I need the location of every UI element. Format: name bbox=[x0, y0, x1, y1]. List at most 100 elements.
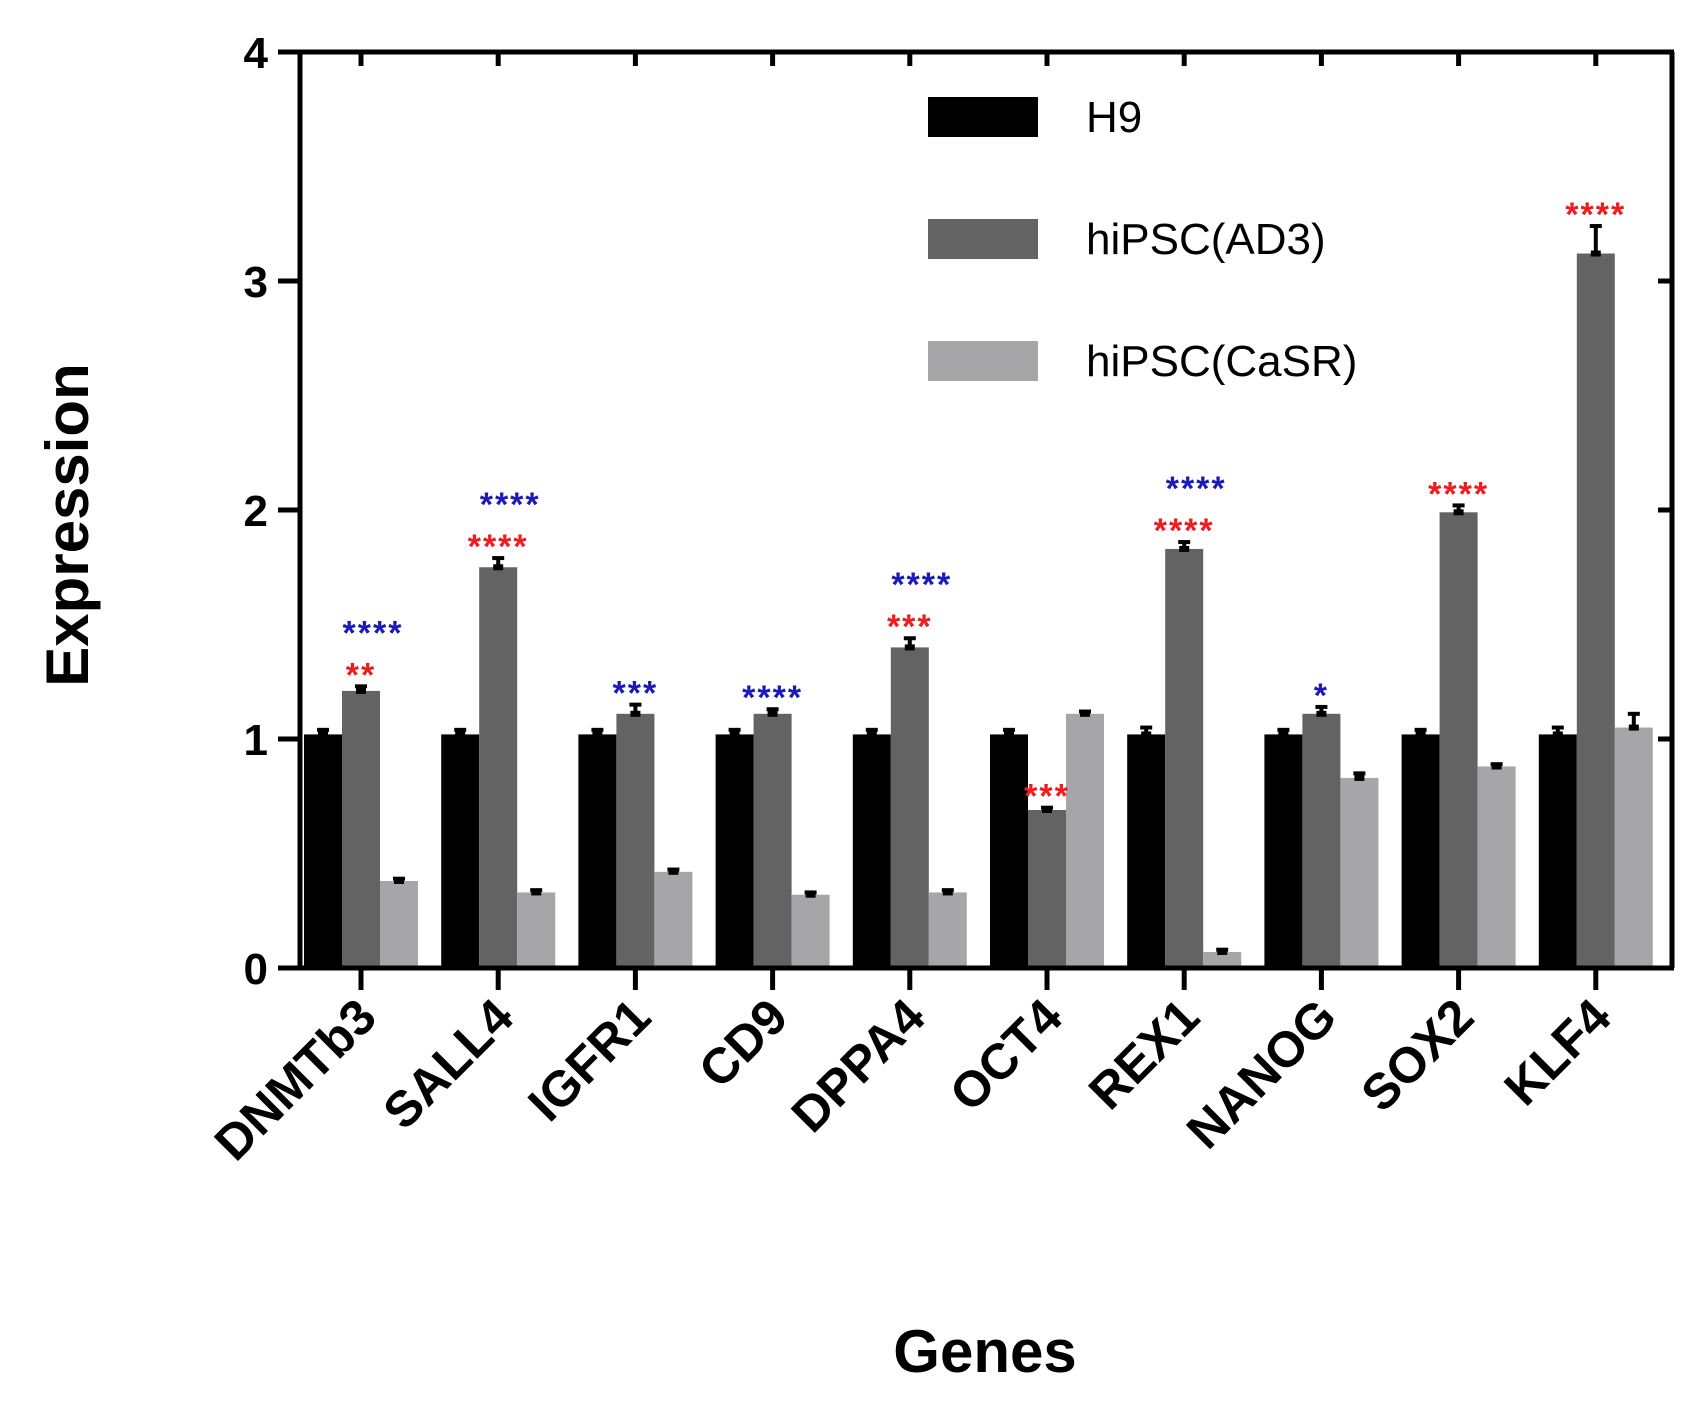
x-tick-label-sall4: SALL4 bbox=[372, 988, 524, 1140]
bar-sall4-hipsc-ad3 bbox=[479, 567, 518, 968]
error-bar-cd9-h9 bbox=[728, 727, 741, 738]
error-bar-mean bbox=[592, 731, 603, 738]
bar-rex1-hipsc-casr bbox=[1203, 951, 1242, 968]
error-bar-oct4-h9 bbox=[1003, 727, 1015, 738]
bar-klf4-h9 bbox=[1538, 734, 1577, 968]
bar-rex1-hipsc-ad3 bbox=[1165, 548, 1204, 968]
legend-label: hiPSC(CaSR) bbox=[1086, 337, 1357, 386]
error-bar-mean bbox=[1590, 250, 1601, 257]
y-tick-label: 1 bbox=[244, 716, 268, 765]
bar-cd9-h9 bbox=[715, 734, 754, 968]
significance-layer: ***************** ***********************… bbox=[343, 196, 1626, 816]
error-bar-mean bbox=[1217, 948, 1228, 955]
error-bar-cd9-hipsc-ad3 bbox=[766, 707, 779, 717]
error-bar-mean bbox=[394, 877, 404, 884]
x-tick-label-cd9: CD9 bbox=[688, 988, 798, 1098]
error-bar-mean bbox=[356, 687, 366, 694]
bar-oct4-h9 bbox=[990, 734, 1028, 968]
error-bar-mean bbox=[531, 889, 542, 896]
bar-klf4-hipsc-ad3 bbox=[1576, 253, 1615, 968]
y-axis-title: Expression bbox=[34, 363, 101, 686]
significance-sox2-0: **** bbox=[1428, 475, 1489, 513]
bar-igfr1-hipsc-ad3 bbox=[616, 713, 655, 968]
y-tick-label: 3 bbox=[244, 258, 268, 307]
x-tick-label-klf4: KLF4 bbox=[1494, 988, 1622, 1116]
significance-nanog-0: * bbox=[1314, 677, 1329, 715]
error-bar-sall4-h9 bbox=[454, 727, 467, 738]
legend-swatch bbox=[928, 97, 1038, 137]
significance-oct4-0: *** bbox=[1024, 778, 1070, 816]
error-bar-rex1-h9 bbox=[1140, 725, 1153, 738]
error-bar-sox2-h9 bbox=[1414, 727, 1427, 738]
bar-dnmtb3-hipsc-ad3 bbox=[342, 690, 380, 968]
error-bar-mean bbox=[1628, 724, 1639, 731]
legend-label: H9 bbox=[1086, 93, 1142, 142]
error-bars-layer bbox=[317, 224, 1640, 955]
error-bar-mean bbox=[668, 868, 679, 875]
error-bar-dnmtb3-hipsc-casr bbox=[393, 876, 405, 884]
error-bar-mean bbox=[1042, 806, 1052, 813]
bar-rex1-h9 bbox=[1127, 734, 1166, 968]
error-bar-mean bbox=[1179, 545, 1190, 552]
significance-rex1-0: **** bbox=[1166, 470, 1227, 508]
bar-igfr1-h9 bbox=[578, 734, 617, 968]
x-tick-label-sox2: SOX2 bbox=[1350, 988, 1484, 1122]
x-tick-label-dnmtb3: DNMTb3 bbox=[204, 988, 387, 1171]
bar-dnmtb3-h9 bbox=[304, 734, 342, 968]
error-bar-mean bbox=[1141, 731, 1152, 738]
bar-dppa4-hipsc-ad3 bbox=[890, 647, 929, 968]
significance-dnmtb3-0: **** bbox=[343, 614, 404, 652]
error-bar-mean bbox=[1415, 731, 1426, 738]
significance-dppa4-0: **** bbox=[891, 566, 952, 604]
error-bar-sall4-hipsc-ad3 bbox=[492, 556, 505, 571]
bar-nanog-h9 bbox=[1264, 734, 1303, 968]
error-bar-cd9-hipsc-casr bbox=[804, 890, 817, 898]
bar-sall4-h9 bbox=[441, 734, 480, 968]
significance-dppa4-1: *** bbox=[887, 608, 933, 646]
y-tick-label: 0 bbox=[244, 945, 268, 994]
legend-label: hiPSC(AD3) bbox=[1086, 215, 1326, 264]
error-bar-igfr1-hipsc-ad3 bbox=[629, 702, 642, 717]
significance-rex1-1: **** bbox=[1154, 512, 1215, 550]
x-axis-title: Genes bbox=[893, 1318, 1076, 1385]
bar-oct4-hipsc-casr bbox=[1066, 713, 1104, 968]
error-bar-mean bbox=[493, 564, 504, 571]
bar-nanog-hipsc-ad3 bbox=[1302, 713, 1341, 968]
error-bar-sox2-hipsc-casr bbox=[1490, 762, 1503, 770]
error-bar-klf4-hipsc-ad3 bbox=[1589, 224, 1602, 257]
error-bar-oct4-hipsc-casr bbox=[1079, 709, 1091, 717]
error-bar-dppa4-hipsc-casr bbox=[941, 888, 954, 896]
x-tick-label-nanog: NANOG bbox=[1176, 988, 1347, 1159]
error-bar-dppa4-h9 bbox=[865, 727, 878, 738]
bar-cd9-hipsc-casr bbox=[791, 894, 830, 968]
error-bar-mean bbox=[1453, 509, 1464, 516]
error-bar-mean bbox=[1354, 774, 1365, 781]
error-bar-mean bbox=[318, 731, 328, 738]
error-bar-nanog-hipsc-casr bbox=[1353, 771, 1366, 781]
bar-dppa4-h9 bbox=[852, 734, 891, 968]
bar-dppa4-hipsc-casr bbox=[928, 892, 967, 968]
error-bar-mean bbox=[455, 731, 466, 738]
bar-dnmtb3-hipsc-casr bbox=[380, 880, 418, 968]
error-bar-mean bbox=[767, 710, 778, 717]
bar-igfr1-hipsc-casr bbox=[654, 871, 693, 968]
error-bar-igfr1-hipsc-casr bbox=[667, 867, 680, 875]
error-bar-mean bbox=[904, 644, 915, 651]
error-bar-mean bbox=[866, 731, 877, 738]
legend-swatch bbox=[928, 341, 1038, 381]
error-bar-klf4-hipsc-casr bbox=[1627, 711, 1640, 731]
error-bar-nanog-h9 bbox=[1277, 727, 1290, 738]
error-bar-nanog-hipsc-ad3 bbox=[1315, 704, 1328, 717]
error-bar-mean bbox=[1316, 710, 1327, 717]
bar-sox2-hipsc-ad3 bbox=[1439, 512, 1478, 968]
bar-sox2-h9 bbox=[1401, 734, 1440, 968]
bars-layer bbox=[304, 253, 1653, 968]
x-tick-label-rex1: REX1 bbox=[1078, 988, 1210, 1120]
bar-sall4-hipsc-casr bbox=[517, 892, 556, 968]
bar-sox2-hipsc-casr bbox=[1477, 766, 1516, 968]
x-tick-label-dppa4: DPPA4 bbox=[781, 988, 936, 1143]
legend-item-hipsc-ad3: hiPSC(AD3) bbox=[928, 215, 1326, 264]
significance-igfr1-0: *** bbox=[613, 675, 659, 713]
significance-klf4-0: **** bbox=[1565, 196, 1626, 234]
